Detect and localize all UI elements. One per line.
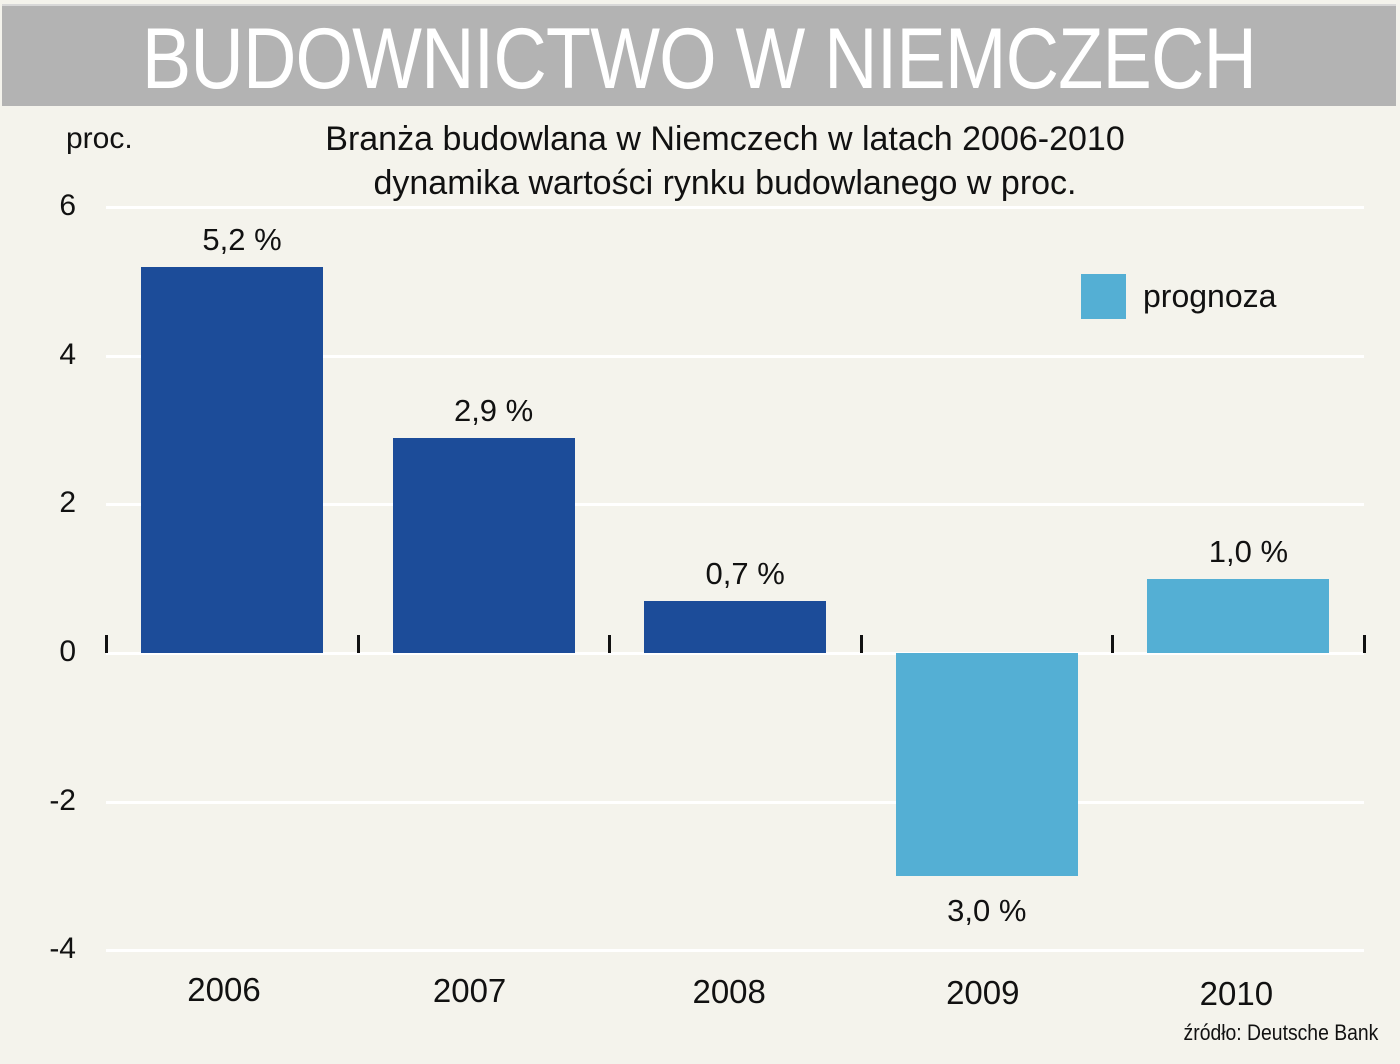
x-tick-label-2008: 2008 — [692, 973, 766, 1010]
legend-label-forecast: prognoza — [1143, 278, 1277, 314]
gridline — [106, 503, 1364, 507]
y-tick-label: 6 — [59, 189, 76, 223]
data-label-2009: 3,0 % — [947, 892, 1027, 928]
bar-2007 — [392, 437, 575, 653]
gridline — [106, 206, 1364, 210]
x-tick-mark — [105, 635, 108, 653]
chart-title: Branża budowlana w Niemczech w latach 20… — [325, 120, 1125, 158]
x-tick-mark — [859, 635, 863, 653]
source-note: źródło: Deutsche Bank — [1183, 1020, 1378, 1045]
gridline — [106, 652, 1364, 655]
bar-2008 — [644, 600, 827, 653]
bar-2006 — [141, 266, 323, 653]
x-tick-label-2006: 2006 — [187, 971, 261, 1008]
x-tick-mark — [1111, 635, 1115, 653]
gridline — [106, 949, 1364, 953]
data-label-2008: 0,7 % — [705, 555, 785, 591]
gridline — [106, 800, 1364, 804]
y-tick-label: 4 — [59, 337, 76, 371]
y-tick-label: 2 — [59, 486, 76, 520]
data-label-2006: 5,2 % — [202, 221, 282, 257]
data-label-2010: 1,0 % — [1208, 533, 1289, 569]
y-tick-label: -2 — [49, 783, 76, 817]
data-label-2007: 2,9 % — [453, 392, 534, 428]
x-tick-mark — [356, 635, 360, 653]
gridline — [106, 354, 1364, 358]
x-tick-mark — [608, 635, 612, 653]
bar-2009 — [895, 653, 1078, 876]
legend-swatch-forecast — [1081, 274, 1126, 319]
header-banner: BUDOWNICTWO W NIEMCZECH — [2, 4, 1396, 106]
x-tick-mark — [1363, 635, 1366, 653]
header-title: BUDOWNICTWO W NIEMCZECH — [141, 11, 1257, 107]
bar-2010 — [1147, 578, 1330, 653]
x-tick-label-2009: 2009 — [946, 974, 1020, 1011]
y-axis-unit-label: proc. — [66, 122, 133, 155]
chart-subtitle: dynamika wartości rynku budowlanego w pr… — [373, 164, 1077, 202]
y-tick-label: -4 — [49, 932, 76, 966]
x-tick-label-2010: 2010 — [1199, 975, 1274, 1012]
y-tick-label: 0 — [59, 635, 76, 668]
x-tick-label-2007: 2007 — [432, 972, 507, 1009]
